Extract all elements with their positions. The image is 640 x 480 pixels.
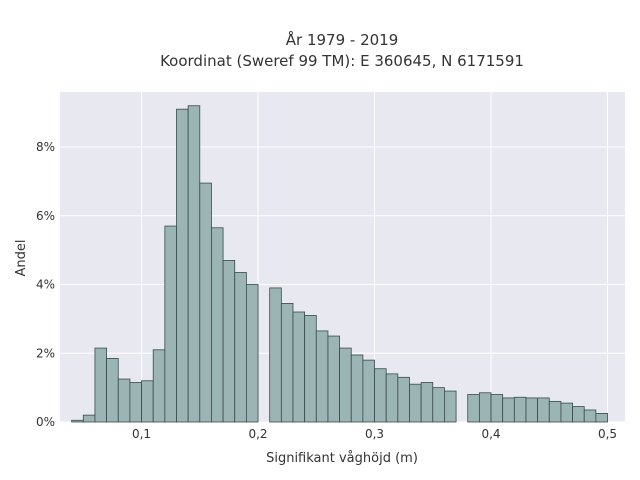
histogram-bar xyxy=(362,359,375,423)
histogram-bar xyxy=(350,354,364,423)
histogram-bar xyxy=(280,303,294,423)
y-tick-label: 8% xyxy=(36,140,55,154)
y-tick-label: 0% xyxy=(36,415,55,429)
histogram-bar xyxy=(199,182,212,423)
histogram-bar xyxy=(444,390,457,423)
histogram-bar xyxy=(327,335,340,423)
y-tick-label: 2% xyxy=(36,346,55,360)
histogram-bar xyxy=(525,397,539,423)
bars-group xyxy=(71,105,608,423)
histogram-bar xyxy=(560,402,573,423)
histogram-bar xyxy=(432,387,445,423)
histogram-bar xyxy=(315,330,329,423)
histogram-bar xyxy=(152,349,166,423)
y-tick-label: 4% xyxy=(36,278,55,292)
chart-subtitle: Koordinat (Sweref 99 TM): E 360645, N 61… xyxy=(160,52,524,70)
x-tick-label: 0,2 xyxy=(248,427,267,441)
histogram-bar xyxy=(292,311,306,423)
histogram-bar xyxy=(94,347,107,423)
histogram-bar xyxy=(467,394,480,423)
histogram-bar xyxy=(117,378,131,423)
histogram-bar xyxy=(502,397,515,423)
histogram-bar xyxy=(409,383,422,423)
histogram-bar xyxy=(176,108,189,423)
x-tick-label: 0,5 xyxy=(598,427,617,441)
chart-title: År 1979 - 2019 xyxy=(286,30,399,49)
histogram-bar xyxy=(583,409,597,423)
histogram-bar xyxy=(245,284,259,423)
histogram-bar xyxy=(234,272,247,423)
histogram-bar xyxy=(397,376,410,423)
histogram-bar xyxy=(106,358,119,423)
histogram-bar xyxy=(548,400,562,423)
histogram-bar xyxy=(572,406,585,423)
histogram-bar xyxy=(269,287,282,423)
y-tick-label: 6% xyxy=(36,209,55,223)
histogram-bar xyxy=(385,373,399,423)
histogram-bar xyxy=(164,225,177,423)
histogram-bar xyxy=(374,368,387,423)
y-axis-label: Andel xyxy=(14,240,29,277)
histogram-bar xyxy=(82,414,96,423)
histogram-bar xyxy=(513,396,527,423)
x-tick-label: 0,1 xyxy=(132,427,151,441)
histogram-bar xyxy=(304,315,317,423)
histogram-bar xyxy=(187,105,201,423)
histogram-bar xyxy=(141,380,154,423)
histogram-bar xyxy=(490,394,504,423)
histogram-bar xyxy=(211,227,224,423)
histogram-bar xyxy=(595,413,608,423)
x-tick-label: 0,3 xyxy=(365,427,384,441)
histogram-bar xyxy=(71,419,84,423)
histogram-bar xyxy=(339,347,352,423)
histogram-bar xyxy=(478,392,492,423)
x-axis-label: Signifikant våghöjd (m) xyxy=(266,451,418,466)
histogram-bar xyxy=(222,260,236,423)
x-tick-label: 0,4 xyxy=(481,427,500,441)
y-tick-labels: 0% 2% 4% 6% 8% xyxy=(36,140,55,429)
histogram-bar xyxy=(537,397,550,423)
histogram-bar xyxy=(420,382,434,423)
histogram-bar xyxy=(129,382,142,423)
x-tick-labels: 0,1 0,2 0,3 0,4 0,5 xyxy=(132,427,617,441)
